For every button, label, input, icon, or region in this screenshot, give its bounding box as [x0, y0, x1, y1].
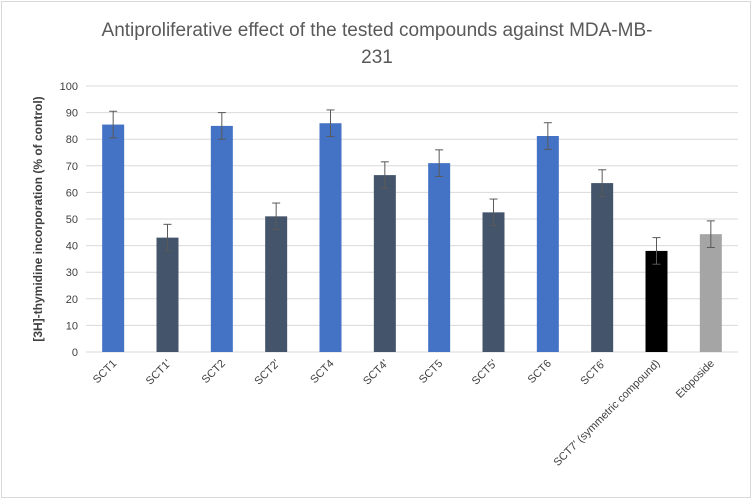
bar	[210, 125, 233, 353]
x-tick-label: SCT7' (symmetric compound)	[552, 358, 663, 469]
bar	[536, 136, 559, 352]
y-tick-label: 40	[66, 241, 78, 253]
y-tick-label: 30	[66, 267, 78, 279]
y-tick-label: 90	[66, 108, 78, 120]
x-tick-label: SCT1'	[144, 358, 174, 388]
y-tick-label: 50	[66, 214, 78, 226]
y-tick-label: 0	[72, 347, 78, 359]
bar	[699, 234, 722, 352]
bar	[265, 216, 288, 352]
y-tick-label: 10	[66, 320, 78, 332]
chart-title-line-2: 231	[361, 47, 393, 68]
y-tick-label: 80	[66, 134, 78, 146]
x-tick-label: SCT5	[417, 358, 445, 386]
x-tick-label: SCT6	[526, 358, 554, 386]
x-tick-label: SCT5'	[470, 358, 500, 388]
bar	[591, 183, 614, 352]
y-tick-label: 20	[66, 294, 78, 306]
bar	[319, 123, 342, 353]
x-tick-label: Etoposide	[674, 358, 717, 401]
x-tick-label: SCT2'	[252, 358, 282, 388]
y-axis-label: [3H]-thymidine incorporation (% of contr…	[31, 96, 45, 341]
x-tick-label: SCT4	[308, 358, 336, 386]
x-tick-label: SCT6'	[578, 358, 608, 388]
bar	[373, 175, 396, 352]
chart-title-line-1: Antiproliferative effect of the tested c…	[102, 20, 653, 41]
y-tick-label: 70	[66, 161, 78, 173]
bar	[102, 124, 125, 352]
x-tick-label: SCT2	[200, 358, 228, 386]
bar	[156, 237, 179, 352]
bar	[482, 212, 505, 352]
x-tick-label: SCT1	[91, 358, 119, 386]
y-tick-label: 100	[60, 81, 78, 93]
x-tick-label: SCT4'	[361, 358, 391, 388]
y-tick-label: 60	[66, 187, 78, 199]
bar	[428, 163, 451, 352]
bar	[645, 250, 668, 352]
